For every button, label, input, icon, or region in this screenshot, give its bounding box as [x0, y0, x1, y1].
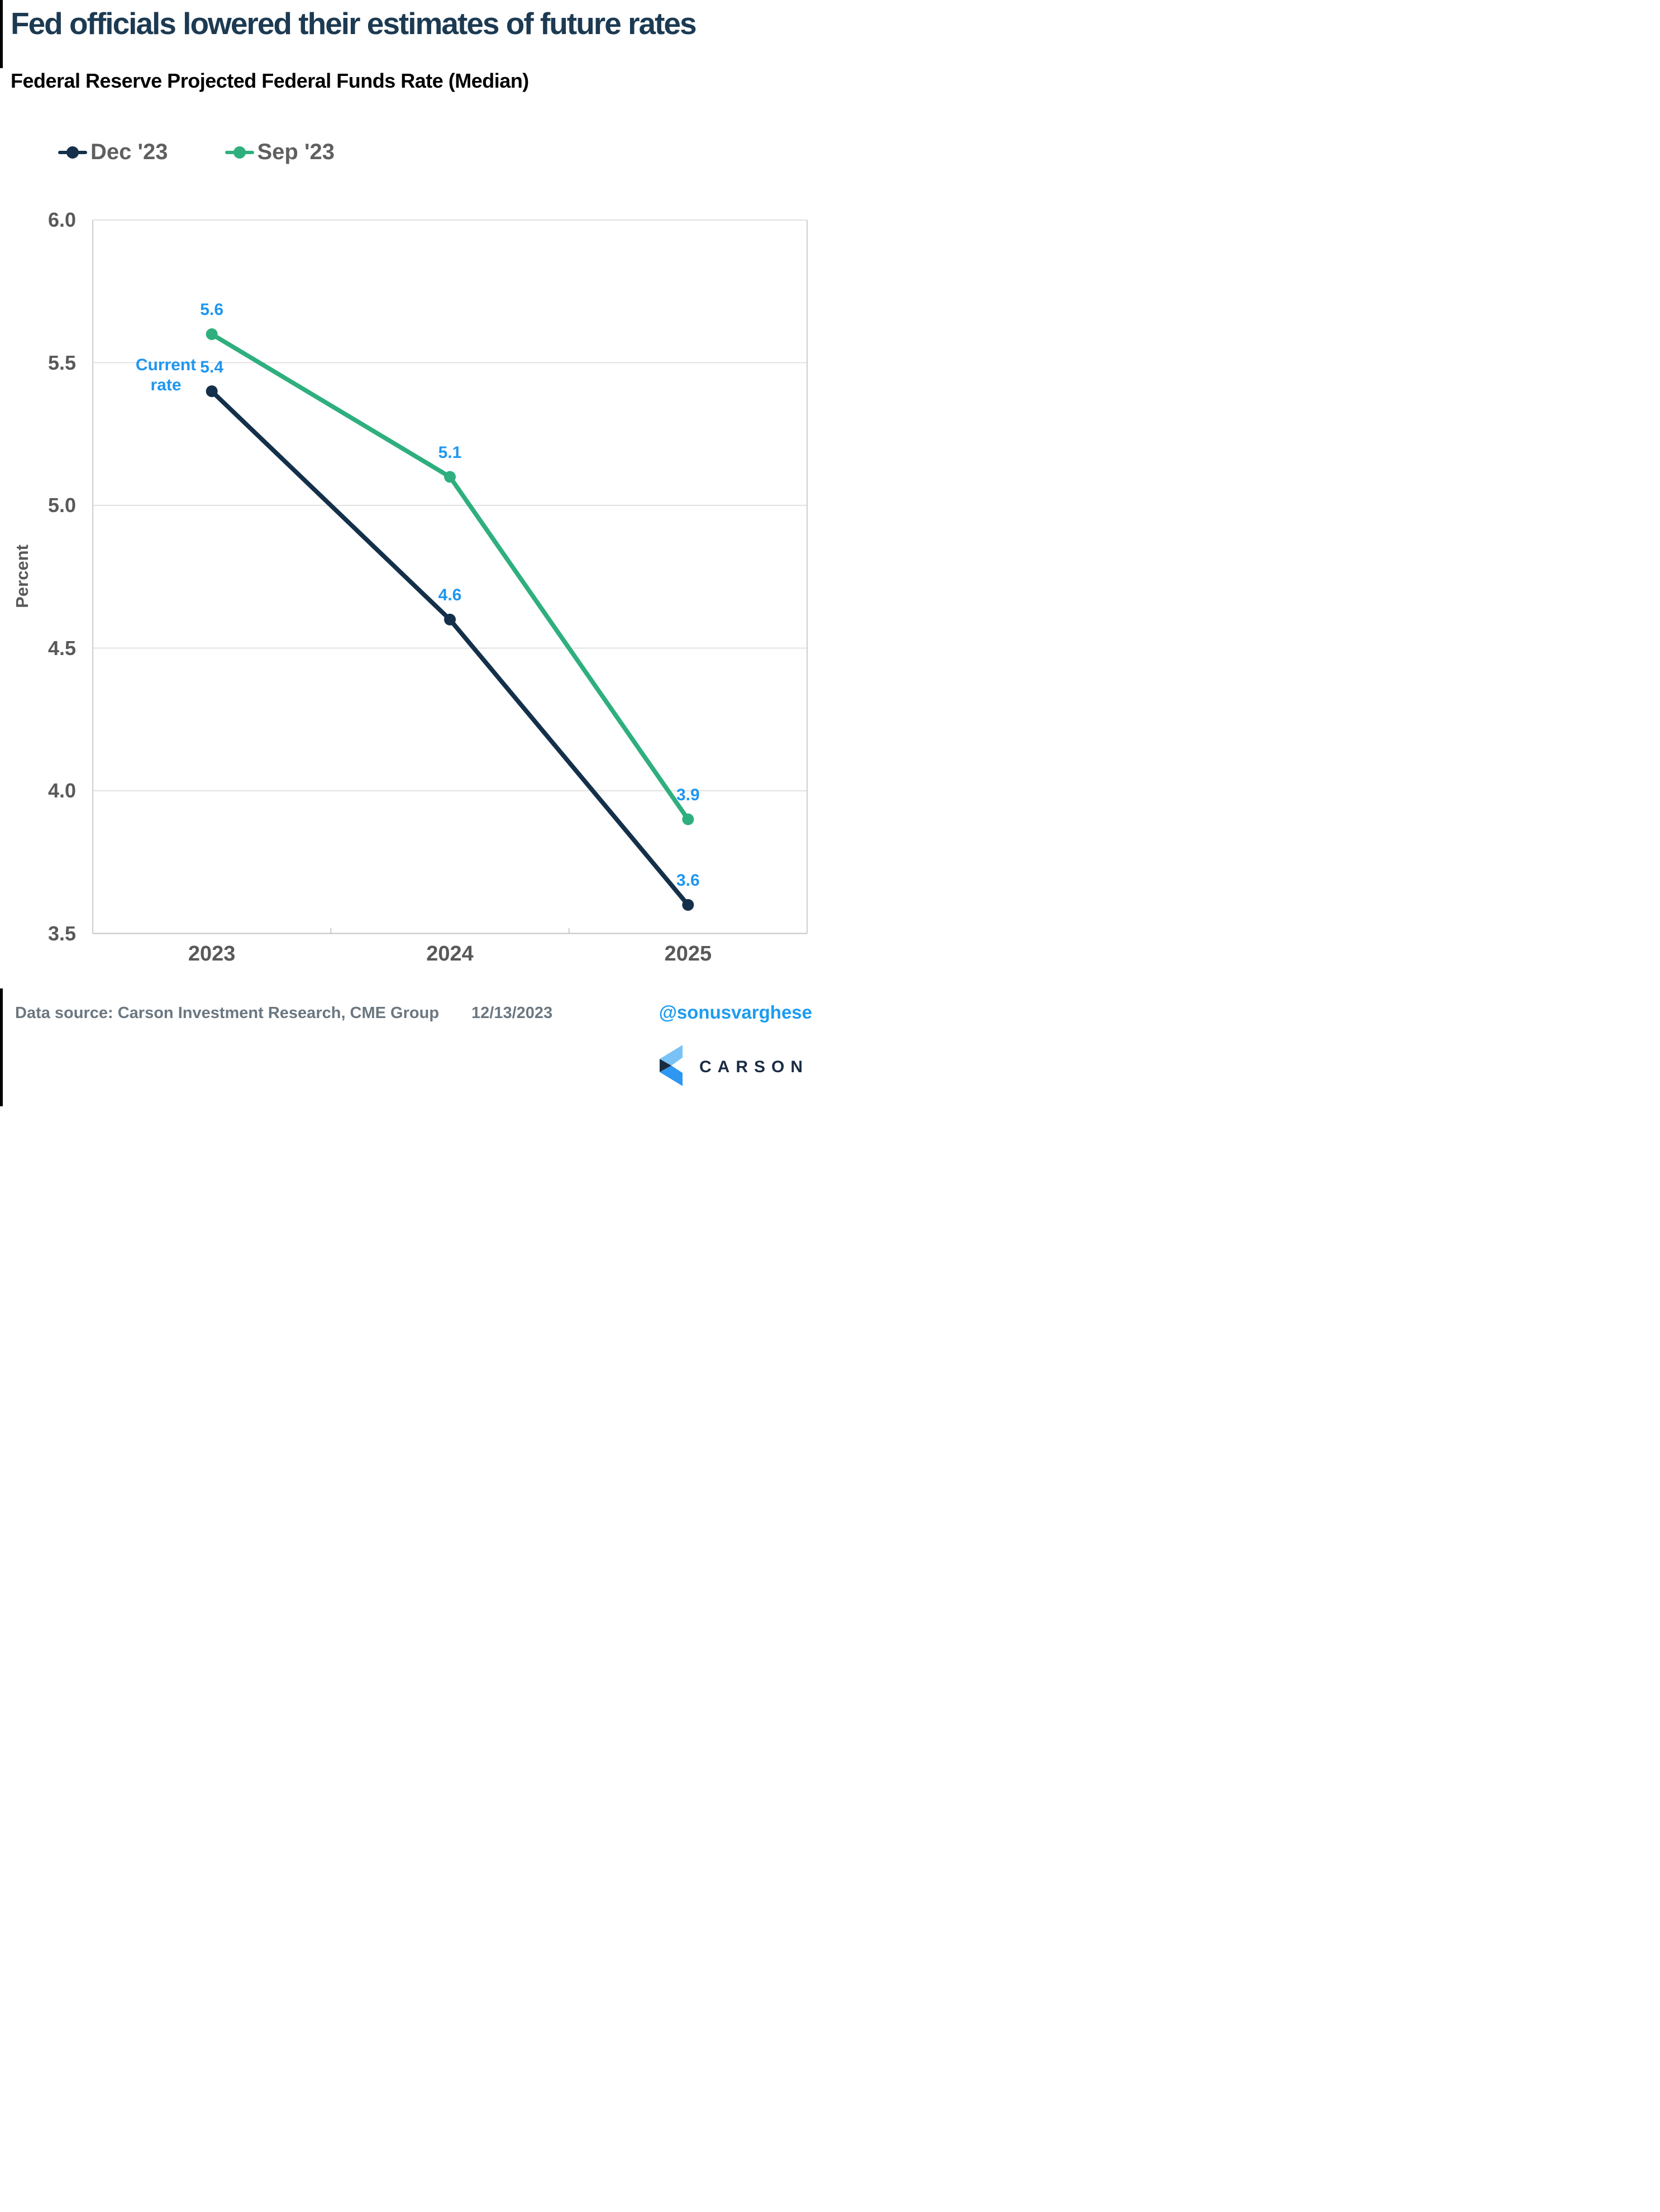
y-tick-label: 3.5 — [47, 921, 76, 945]
y-tick-label: 5.5 — [47, 351, 76, 374]
x-tick-label: 2024 — [426, 942, 474, 966]
data-source-text: Data source: Carson Investment Research,… — [15, 1004, 440, 1022]
legend-label: Dec '23 — [90, 140, 168, 164]
legend-label: Sep '23 — [257, 140, 335, 164]
legend: Dec '23 Sep '23 — [58, 140, 335, 165]
carson-logo-text: CARSON — [699, 1058, 809, 1076]
y-tick-label: 5.0 — [47, 494, 76, 517]
series-line — [209, 332, 690, 822]
left-edge-bar-top — [0, 0, 3, 68]
footer-date: 12/13/2023 — [471, 1004, 553, 1022]
current-rate-annotation: Current rate — [135, 356, 197, 394]
y-tick-label: 4.0 — [47, 779, 76, 802]
x-tick-label: 2023 — [188, 942, 236, 966]
legend-item-dec-23: Dec '23 — [58, 140, 168, 165]
y-tick-label: 4.5 — [47, 636, 76, 660]
carson-logo: CARSON — [660, 1045, 822, 1087]
y-tick-label: 6.0 — [47, 208, 76, 231]
chart-page: Fed officials lowered their estimates of… — [0, 0, 830, 1106]
data-label: 5.6 — [200, 300, 224, 319]
legend-item-sep-23: Sep '23 — [225, 140, 335, 165]
data-point — [206, 385, 218, 398]
carson-logo-icon — [660, 1045, 683, 1086]
y-axis-title: Percent — [12, 544, 32, 608]
plot-area — [92, 219, 808, 934]
data-label: 4.6 — [438, 586, 462, 605]
data-point — [206, 328, 218, 340]
twitter-handle: @sonusvarghese — [659, 1002, 812, 1023]
data-point — [682, 813, 694, 825]
data-label: 5.1 — [438, 443, 462, 462]
line-marker-icon — [58, 146, 87, 159]
page-title: Fed officials lowered their estimates of… — [11, 6, 697, 41]
data-label: 3.6 — [676, 871, 700, 890]
line-marker-icon — [225, 146, 254, 159]
data-point — [444, 613, 456, 625]
left-edge-bar-bottom — [0, 988, 3, 1106]
data-point — [682, 899, 694, 911]
footer: Data source: Carson Investment Research,… — [15, 1002, 821, 1026]
data-label: 3.9 — [676, 786, 700, 805]
x-tick-label: 2025 — [664, 942, 712, 966]
chart-subtitle: Federal Reserve Projected Federal Funds … — [11, 69, 529, 92]
data-point — [444, 471, 456, 483]
data-label: 5.4 — [200, 357, 224, 376]
